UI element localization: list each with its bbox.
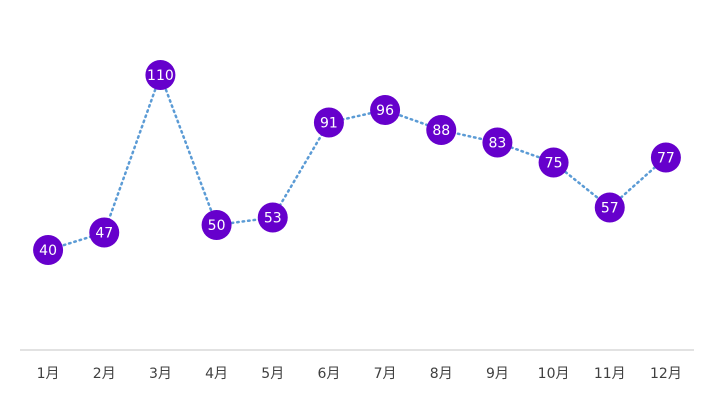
x-tick-label: 11月	[594, 366, 626, 382]
value-label: 77	[657, 151, 675, 167]
x-tick-label: 3月	[149, 366, 172, 382]
marker	[426, 115, 457, 145]
marker	[201, 210, 232, 240]
value-label: 40	[39, 243, 57, 259]
x-tick-label: 10月	[538, 366, 570, 382]
x-tick-label: 2月	[93, 366, 116, 382]
value-label: 88	[432, 123, 450, 139]
x-tick-label: 7月	[374, 366, 397, 382]
marker	[33, 235, 64, 265]
value-label: 75	[545, 156, 563, 172]
marker	[594, 192, 625, 223]
x-tick-label: 6月	[317, 366, 340, 382]
x-tick-label: 4月	[205, 366, 228, 382]
marker	[313, 107, 344, 138]
value-label: 50	[208, 218, 226, 234]
marker	[538, 147, 569, 178]
marker	[650, 142, 681, 173]
value-label: 53	[264, 211, 282, 227]
marker	[257, 202, 288, 233]
value-label: 96	[376, 103, 394, 119]
value-label: 57	[601, 201, 619, 217]
marker	[89, 217, 120, 248]
x-tick-label: 1月	[37, 366, 60, 382]
marker	[482, 127, 513, 158]
series-line	[46, 71, 668, 252]
x-tick-label: 9月	[486, 366, 509, 382]
marker	[145, 60, 176, 90]
value-label: 83	[489, 136, 507, 152]
value-label: 91	[320, 116, 338, 132]
marker	[370, 95, 401, 125]
x-tick-label: 8月	[430, 366, 453, 382]
x-tick-label: 5月	[261, 366, 284, 382]
value-label: 110	[147, 68, 174, 84]
x-tick-label: 12月	[650, 366, 682, 382]
value-label: 47	[95, 226, 113, 242]
